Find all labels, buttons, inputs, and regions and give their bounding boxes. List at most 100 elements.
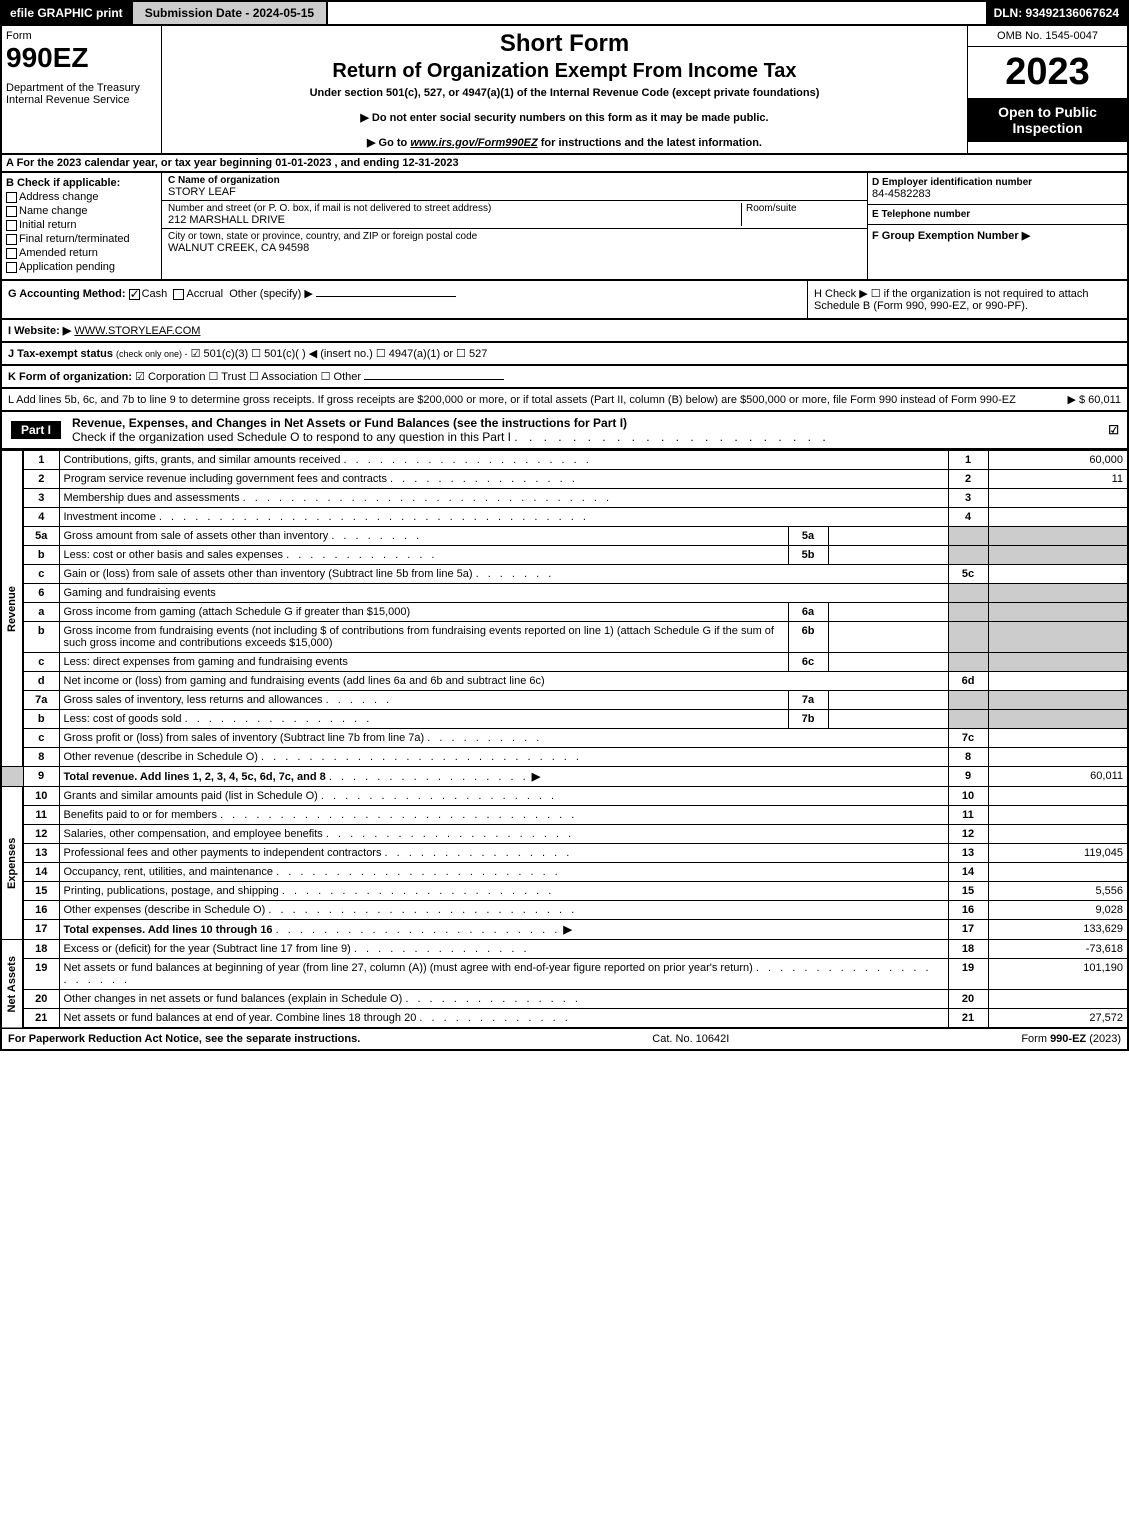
cb-application-pending[interactable]: Application pending: [6, 261, 157, 273]
ein-value: 84-4582283: [872, 188, 1123, 200]
ln-15: 15: [23, 882, 59, 901]
org-name-box: C Name of organization STORY LEAF: [162, 173, 867, 201]
ln-6a: a: [23, 603, 59, 622]
desc-6: Gaming and fundraising events: [59, 584, 948, 603]
cb-final-return[interactable]: Final return/terminated: [6, 233, 157, 245]
val-6a-grey: [988, 603, 1128, 622]
desc-5b: Less: cost or other basis and sales expe…: [59, 546, 788, 565]
num-7a-grey: [948, 691, 988, 710]
cb-address-change[interactable]: Address change: [6, 191, 157, 203]
num-5a-grey: [948, 527, 988, 546]
notice-2-text: ▶ Go to: [367, 137, 410, 149]
rev-bottom-spacer: [1, 767, 23, 787]
sub-6c: 6c: [788, 653, 828, 672]
desc-7c: Gross profit or (loss) from sales of inv…: [59, 729, 948, 748]
part-i-check[interactable]: ☑: [1108, 423, 1119, 437]
ln-11: 11: [23, 806, 59, 825]
val-21: 27,572: [988, 1009, 1128, 1029]
cb-initial-return[interactable]: Initial return: [6, 219, 157, 231]
g-cash: Cash: [142, 288, 168, 300]
desc-13: Professional fees and other payments to …: [59, 844, 948, 863]
num-16: 16: [948, 901, 988, 920]
form-title: Return of Organization Exempt From Incom…: [166, 60, 963, 83]
city-value: WALNUT CREEK, CA 94598: [168, 242, 861, 254]
sub-7a: 7a: [788, 691, 828, 710]
desc-20: Other changes in net assets or fund bala…: [59, 990, 948, 1009]
ein-label: D Employer identification number: [872, 177, 1123, 188]
num-4: 4: [948, 508, 988, 527]
ln-6d: d: [23, 672, 59, 691]
part-i-header: Part I Revenue, Expenses, and Changes in…: [0, 412, 1129, 450]
val-3: [988, 489, 1128, 508]
lines-table: Revenue 1 Contributions, gifts, grants, …: [0, 450, 1129, 1029]
j-label: J Tax-exempt status: [8, 348, 113, 360]
subval-6c: [828, 653, 948, 672]
website-value[interactable]: WWW.STORYLEAF.COM: [74, 325, 200, 337]
g-other-input[interactable]: [316, 296, 456, 297]
desc-18: Excess or (deficit) for the year (Subtra…: [59, 940, 948, 959]
desc-7b: Less: cost of goods sold . . . . . . . .…: [59, 710, 788, 729]
ln-5b: b: [23, 546, 59, 565]
num-6b-grey: [948, 622, 988, 653]
num-11: 11: [948, 806, 988, 825]
cb-accrual[interactable]: [173, 289, 184, 300]
g-accrual: Accrual: [186, 288, 223, 300]
subval-7a: [828, 691, 948, 710]
omb-number: OMB No. 1545-0047: [968, 26, 1127, 47]
section-c: C Name of organization STORY LEAF Number…: [162, 173, 867, 279]
desc-19: Net assets or fund balances at beginning…: [59, 959, 948, 990]
revenue-side: Revenue: [1, 451, 23, 767]
ln-7b: b: [23, 710, 59, 729]
ln-8: 8: [23, 748, 59, 767]
section-g: G Accounting Method: Cash Accrual Other …: [2, 281, 807, 318]
desc-6d: Net income or (loss) from gaming and fun…: [59, 672, 948, 691]
b-label: B Check if applicable:: [6, 177, 120, 189]
subval-7b: [828, 710, 948, 729]
footer-right: Form 990-EZ (2023): [1021, 1033, 1121, 1045]
ln-17: 17: [23, 920, 59, 940]
num-6a-grey: [948, 603, 988, 622]
efile-label[interactable]: efile GRAPHIC print: [2, 2, 131, 24]
l-text: L Add lines 5b, 6c, and 7b to line 9 to …: [8, 394, 1067, 406]
desc-11: Benefits paid to or for members . . . . …: [59, 806, 948, 825]
val-6-grey: [988, 584, 1128, 603]
section-gh: G Accounting Method: Cash Accrual Other …: [0, 281, 1129, 320]
desc-5a: Gross amount from sale of assets other t…: [59, 527, 788, 546]
addr-label: Number and street (or P. O. box, if mail…: [168, 203, 741, 214]
form-header: Form 990EZ Department of the Treasury In…: [0, 26, 1129, 155]
section-a: A For the 2023 calendar year, or tax yea…: [0, 155, 1129, 173]
irs-link[interactable]: www.irs.gov/Form990EZ: [410, 137, 537, 149]
val-11: [988, 806, 1128, 825]
g-label: G Accounting Method:: [8, 288, 126, 300]
desc-9: Total revenue. Add lines 1, 2, 3, 4, 5c,…: [59, 767, 948, 787]
ln-13: 13: [23, 844, 59, 863]
form-word: Form: [6, 30, 157, 42]
ln-6c: c: [23, 653, 59, 672]
form-number: 990EZ: [6, 42, 157, 74]
desc-12: Salaries, other compensation, and employ…: [59, 825, 948, 844]
cb-cash[interactable]: [129, 289, 140, 300]
ln-21: 21: [23, 1009, 59, 1029]
arrow-17: ▶: [563, 924, 571, 936]
subval-6a: [828, 603, 948, 622]
num-18: 18: [948, 940, 988, 959]
part-i-dots: . . . . . . . . . . . . . . . . . . . . …: [514, 430, 829, 444]
desc-2: Program service revenue including govern…: [59, 470, 948, 489]
desc-16: Other expenses (describe in Schedule O) …: [59, 901, 948, 920]
room-col: Room/suite: [741, 203, 861, 226]
footer-left: For Paperwork Reduction Act Notice, see …: [8, 1033, 360, 1045]
k-other-input[interactable]: [364, 379, 504, 380]
section-l: L Add lines 5b, 6c, and 7b to line 9 to …: [0, 389, 1129, 412]
desc-7a: Gross sales of inventory, less returns a…: [59, 691, 788, 710]
val-5a-grey: [988, 527, 1128, 546]
num-20: 20: [948, 990, 988, 1009]
num-2: 2: [948, 470, 988, 489]
desc-8: Other revenue (describe in Schedule O) .…: [59, 748, 948, 767]
subval-5a: [828, 527, 948, 546]
cb-amended-return[interactable]: Amended return: [6, 247, 157, 259]
ln-7a: 7a: [23, 691, 59, 710]
cb-name-change[interactable]: Name change: [6, 205, 157, 217]
addr-col: Number and street (or P. O. box, if mail…: [168, 203, 741, 226]
notice-2: ▶ Go to www.irs.gov/Form990EZ for instru…: [166, 136, 963, 149]
val-19: 101,190: [988, 959, 1128, 990]
